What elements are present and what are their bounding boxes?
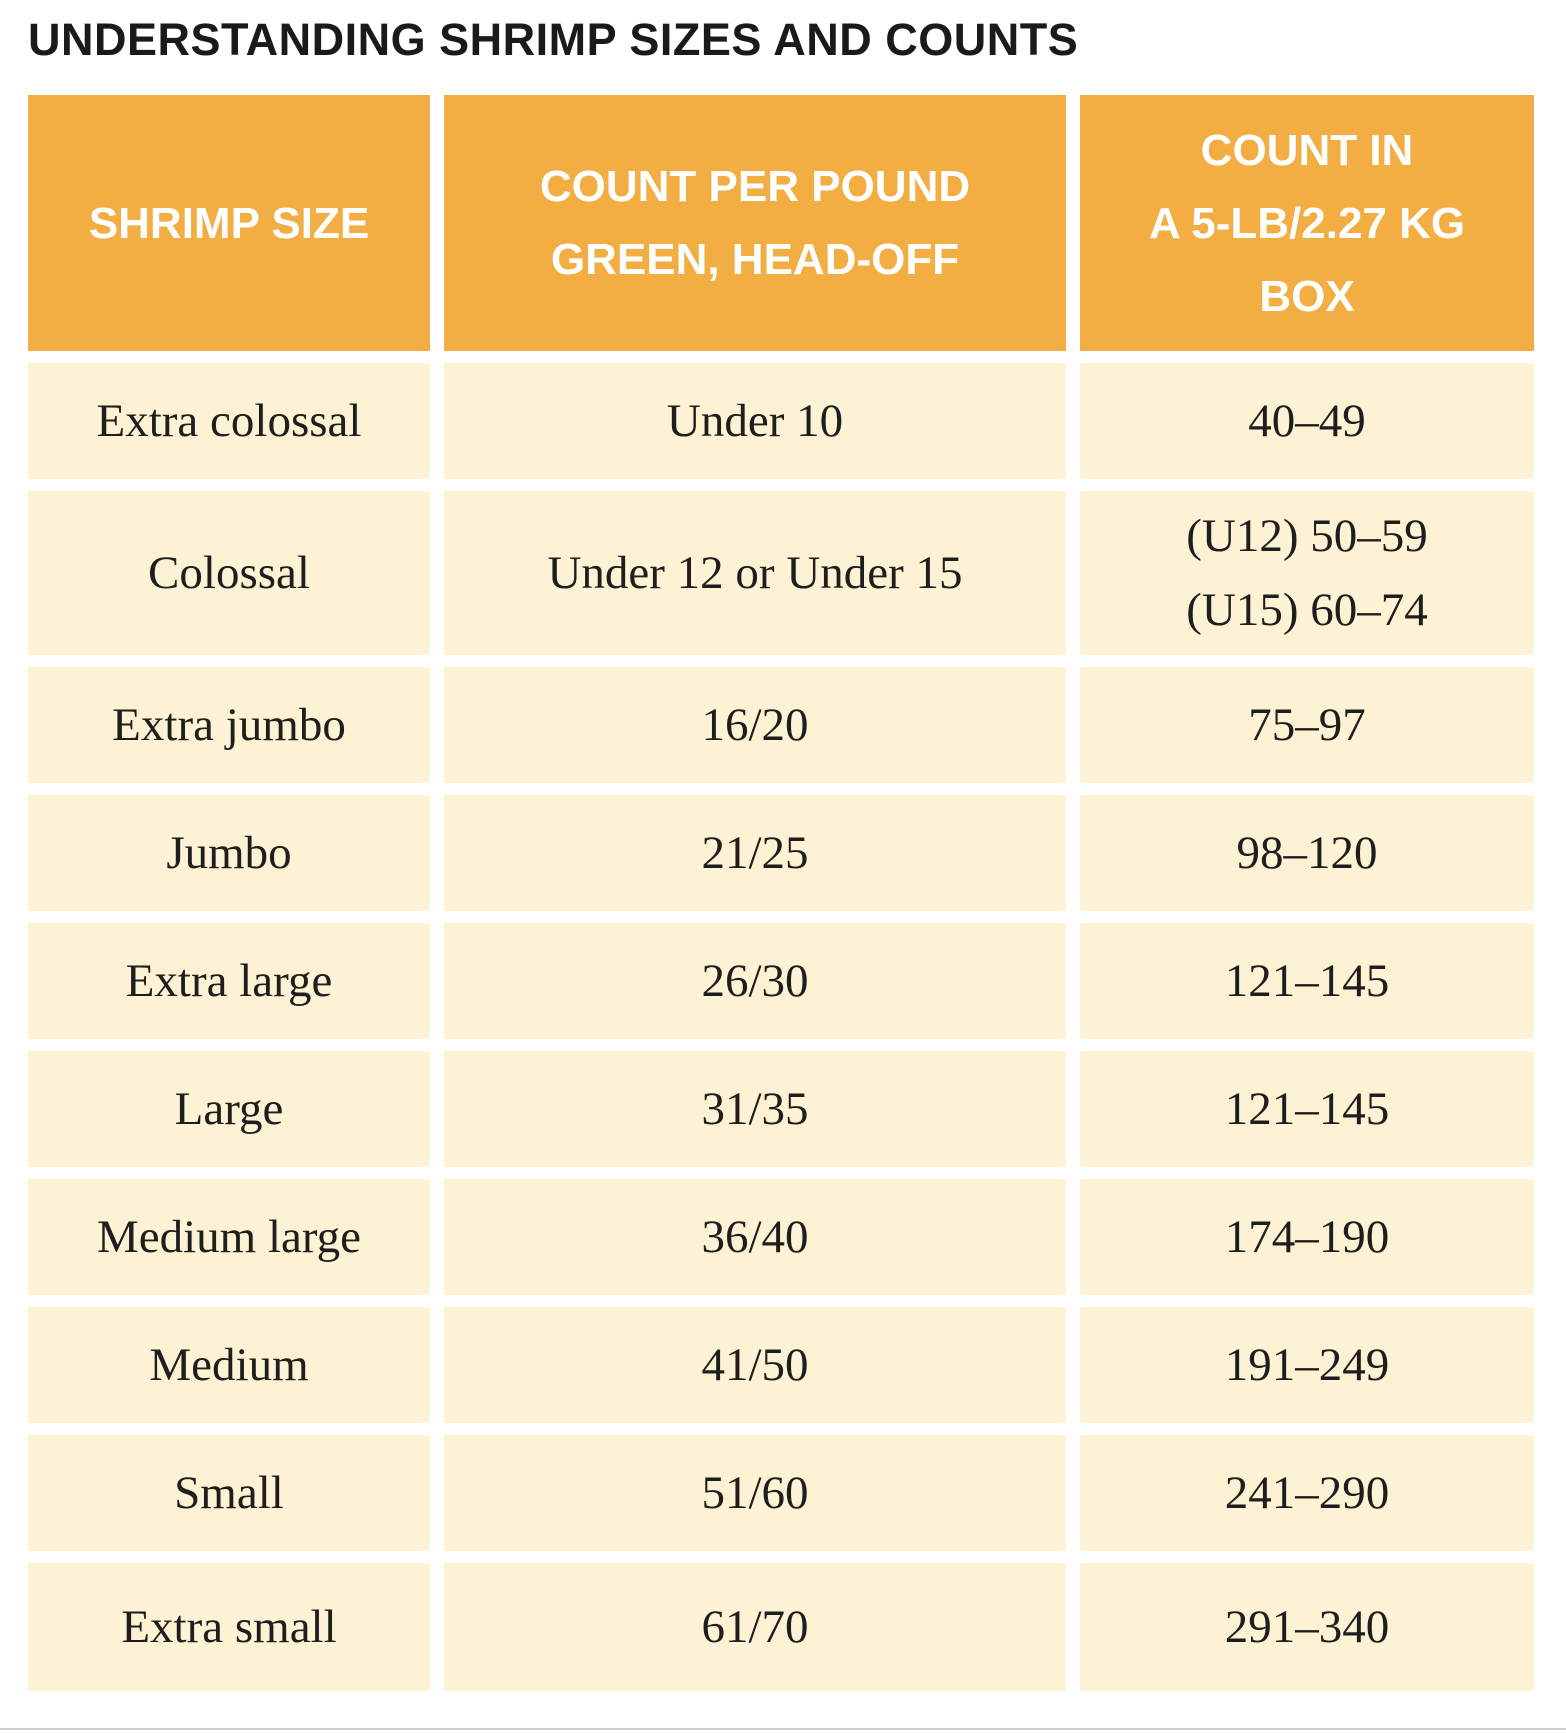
header-box-count: COUNT IN A 5-LB/2.27 KG BOX	[1080, 95, 1534, 351]
cell-size: Small	[28, 1435, 430, 1551]
cell-size: Extra colossal	[28, 363, 430, 479]
cell-per-pound: 36/40	[444, 1179, 1066, 1295]
cell-size: Medium large	[28, 1179, 430, 1295]
table-row: Extra colossal Under 10 40–49	[28, 363, 1534, 479]
shrimp-size-table: SHRIMP SIZE COUNT PER POUND GREEN, HEAD-…	[14, 83, 1548, 1703]
cell-box-count: 241–290	[1080, 1435, 1534, 1551]
cell-per-pound: 21/25	[444, 795, 1066, 911]
cell-box-count-line-1: (U12) 50–59	[1186, 510, 1428, 562]
cell-per-pound: 26/30	[444, 923, 1066, 1039]
cell-size: Colossal	[28, 491, 430, 655]
cell-size: Extra jumbo	[28, 667, 430, 783]
cell-per-pound: 61/70	[444, 1563, 1066, 1691]
cell-size: Extra large	[28, 923, 430, 1039]
cell-box-count: (U12) 50–59 (U15) 60–74	[1080, 491, 1534, 655]
cell-box-count: 75–97	[1080, 667, 1534, 783]
header-count-per-pound-line-2: GREEN, HEAD-OFF	[550, 235, 960, 284]
cell-per-pound: 51/60	[444, 1435, 1066, 1551]
header-box-count-line-3: BOX	[1259, 271, 1355, 321]
table-row: Medium 41/50 191–249	[28, 1307, 1534, 1423]
header-shrimp-size: SHRIMP SIZE	[28, 95, 430, 351]
cell-box-count: 121–145	[1080, 1051, 1534, 1167]
cell-per-pound: 31/35	[444, 1051, 1066, 1167]
cell-per-pound: 41/50	[444, 1307, 1066, 1423]
table-row: Extra large 26/30 121–145	[28, 923, 1534, 1039]
header-box-count-line-2: A 5-LB/2.27 KG	[1148, 198, 1466, 248]
cell-per-pound: Under 12 or Under 15	[444, 491, 1066, 655]
cell-box-count-line-2: (U15) 60–74	[1186, 584, 1428, 636]
table-row: Extra small 61/70 291–340	[28, 1563, 1534, 1691]
cell-size: Jumbo	[28, 795, 430, 911]
cell-size: Medium	[28, 1307, 430, 1423]
cell-box-count: 174–190	[1080, 1179, 1534, 1295]
header-box-count-line-1: COUNT IN	[1200, 125, 1414, 175]
cell-size: Large	[28, 1051, 430, 1167]
cell-per-pound: Under 10	[444, 363, 1066, 479]
cell-box-count: 121–145	[1080, 923, 1534, 1039]
table-row: Colossal Under 12 or Under 15 (U12) 50–5…	[28, 491, 1534, 655]
cell-box-count: 98–120	[1080, 795, 1534, 911]
cell-box-count: 191–249	[1080, 1307, 1534, 1423]
header-count-per-pound-line-1: COUNT PER POUND	[539, 162, 971, 211]
cell-per-pound: 16/20	[444, 667, 1066, 783]
table-row: Small 51/60 241–290	[28, 1435, 1534, 1551]
cell-box-count: 291–340	[1080, 1563, 1534, 1691]
table-header-row: SHRIMP SIZE COUNT PER POUND GREEN, HEAD-…	[28, 95, 1534, 351]
cell-box-count: 40–49	[1080, 363, 1534, 479]
table-row: Jumbo 21/25 98–120	[28, 795, 1534, 911]
cell-size: Extra small	[28, 1563, 430, 1691]
table-row: Extra jumbo 16/20 75–97	[28, 667, 1534, 783]
table-row: Large 31/35 121–145	[28, 1051, 1534, 1167]
page-title: UNDERSTANDING SHRIMP SIZES AND COUNTS	[28, 14, 1079, 65]
header-count-per-pound: COUNT PER POUND GREEN, HEAD-OFF	[444, 95, 1066, 351]
table-row: Medium large 36/40 174–190	[28, 1179, 1534, 1295]
bottom-divider	[0, 1728, 1566, 1730]
